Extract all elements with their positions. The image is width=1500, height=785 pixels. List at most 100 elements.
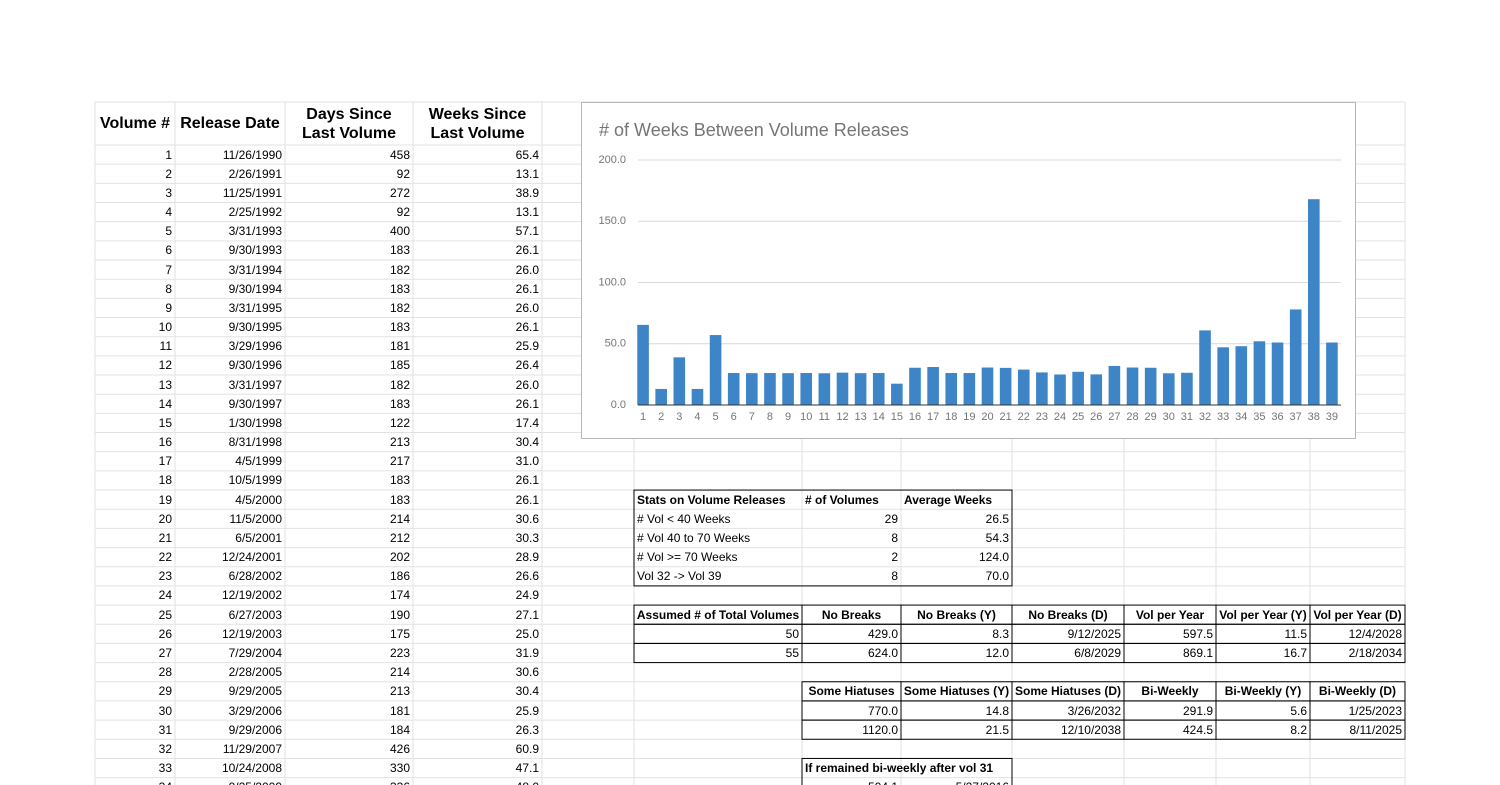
x-tick-label: 2 bbox=[658, 411, 664, 423]
data-cell: 92 bbox=[396, 205, 410, 220]
data-cell: 6/5/2001 bbox=[235, 530, 282, 545]
data-cell: 11 bbox=[159, 339, 172, 354]
bar bbox=[1126, 367, 1139, 405]
bar bbox=[909, 367, 921, 405]
column-header: Release Date bbox=[180, 115, 280, 132]
projection-cell: 624.0 bbox=[867, 645, 898, 660]
data-cell: 11/25/1991 bbox=[222, 185, 282, 200]
data-cell: 28 bbox=[158, 665, 172, 680]
x-tick-label: 32 bbox=[1199, 411, 1211, 423]
x-tick-label: 11 bbox=[819, 411, 830, 423]
y-tick-label: 100.0 bbox=[598, 276, 626, 288]
projection-cell: 12/4/2028 bbox=[1348, 626, 1402, 641]
hiatus-cell: 21.5 bbox=[985, 722, 1009, 737]
bar bbox=[1217, 347, 1229, 405]
stats-cell: 29 bbox=[884, 511, 898, 526]
biweekly-cell: 504.1 bbox=[802, 778, 901, 785]
data-cell: 12/24/2001 bbox=[221, 550, 282, 565]
data-cell: 26.0 bbox=[515, 377, 539, 392]
data-cell: 26.6 bbox=[515, 569, 539, 584]
projection-cell: 11.5 bbox=[1284, 626, 1307, 641]
data-cell: 30.6 bbox=[515, 511, 539, 526]
data-cell: 3/31/1995 bbox=[228, 300, 282, 315]
table-border bbox=[633, 489, 1013, 587]
stats-cell: 54.3 bbox=[985, 530, 1009, 545]
data-cell: 22 bbox=[158, 550, 172, 565]
biweekly-header: If remained bi-weekly after vol 31 bbox=[805, 761, 994, 776]
data-cell: 31 bbox=[158, 722, 172, 737]
biweekly-cell: 5/27/2016 bbox=[901, 778, 1012, 785]
projection-header: Vol per Year (Y) bbox=[1219, 607, 1307, 622]
data-cell: 20 bbox=[158, 511, 172, 526]
stats-cell: Vol 32 -> Vol 39 bbox=[637, 569, 722, 584]
hiatus-header: Bi-Weekly (D) bbox=[1318, 684, 1397, 699]
column-header: Volume # bbox=[100, 115, 170, 132]
hiatus-cell: 424.5 bbox=[1182, 722, 1213, 737]
bar bbox=[854, 373, 867, 405]
data-cell: 25 bbox=[158, 607, 172, 622]
data-cell: 7/29/2004 bbox=[228, 645, 282, 660]
data-cell: 400 bbox=[389, 224, 410, 239]
x-tick-label: 29 bbox=[1145, 411, 1157, 423]
data-cell: 2 bbox=[165, 166, 172, 181]
data-cell: 17 bbox=[158, 454, 172, 469]
bar bbox=[1289, 309, 1302, 405]
data-cell: 17.4 bbox=[515, 415, 539, 430]
data-cell: 25.0 bbox=[515, 626, 539, 641]
projection-header: No Breaks bbox=[821, 607, 882, 622]
y-tick-label: 50.0 bbox=[605, 338, 626, 350]
hiatus-cell: 1120.0 bbox=[862, 722, 898, 737]
data-cell: 8 bbox=[165, 281, 172, 296]
x-tick-label: 6 bbox=[731, 411, 737, 423]
data-cell: 30 bbox=[158, 703, 172, 718]
data-cell: 190 bbox=[389, 607, 410, 622]
data-cell: 214 bbox=[389, 665, 410, 680]
data-cell: 12/19/2003 bbox=[221, 626, 282, 641]
data-cell: 183 bbox=[389, 396, 410, 411]
bar bbox=[1162, 373, 1175, 405]
bar bbox=[691, 388, 704, 405]
bar bbox=[1199, 330, 1211, 405]
data-cell: 7 bbox=[165, 262, 172, 277]
stats-cell: # Vol 40 to 70 Weeks bbox=[637, 530, 751, 545]
stats-cell: 8 bbox=[891, 569, 898, 584]
x-tick-label: 33 bbox=[1217, 411, 1229, 423]
table-border bbox=[1309, 719, 1406, 740]
projection-header: Assumed # of Total Volumes bbox=[636, 607, 800, 622]
projection-header: No Breaks (D) bbox=[1028, 607, 1108, 622]
data-cell: 26.1 bbox=[515, 243, 539, 258]
hiatus-cell: 3/26/2032 bbox=[1067, 703, 1121, 718]
hiatus-header: Bi-Weekly bbox=[1141, 684, 1199, 699]
stats-header: Stats on Volume Releases bbox=[637, 492, 786, 507]
data-cell: 27.1 bbox=[515, 607, 539, 622]
data-cell: 38.9 bbox=[515, 185, 539, 200]
bar bbox=[709, 335, 722, 405]
data-cell: 16 bbox=[158, 435, 172, 450]
data-cell: 2/26/1991 bbox=[228, 166, 282, 181]
x-tick-label: 19 bbox=[963, 411, 975, 423]
bar bbox=[963, 373, 976, 405]
data-cell: 26.4 bbox=[515, 358, 539, 373]
bar bbox=[1271, 342, 1284, 405]
data-cell: 330 bbox=[389, 761, 410, 776]
x-tick-label: 1 bbox=[640, 411, 646, 423]
data-cell: 4/5/1999 bbox=[235, 454, 282, 469]
bar bbox=[800, 373, 813, 405]
data-cell: 26.0 bbox=[515, 300, 539, 315]
data-cell: 2/25/1992 bbox=[228, 205, 282, 220]
stats-cell: 8 bbox=[891, 530, 898, 545]
bar bbox=[999, 367, 1012, 405]
table-border bbox=[1309, 642, 1406, 664]
chart[interactable]: # of Weeks Between Volume Releases 0.0 50… bbox=[581, 102, 1356, 439]
table-border bbox=[801, 757, 1013, 785]
data-cell: 24.9 bbox=[515, 588, 539, 603]
bar bbox=[1326, 342, 1338, 405]
data-cell: 213 bbox=[389, 435, 410, 450]
data-cell: 3/31/1993 bbox=[228, 224, 282, 239]
bar bbox=[1235, 346, 1248, 405]
y-tick-label: 150.0 bbox=[598, 215, 626, 227]
data-cell: 30.3 bbox=[515, 530, 539, 545]
x-tick-label: 24 bbox=[1054, 411, 1066, 423]
y-tick-label: 200.0 bbox=[598, 154, 626, 166]
x-tick-label: 15 bbox=[891, 411, 903, 423]
